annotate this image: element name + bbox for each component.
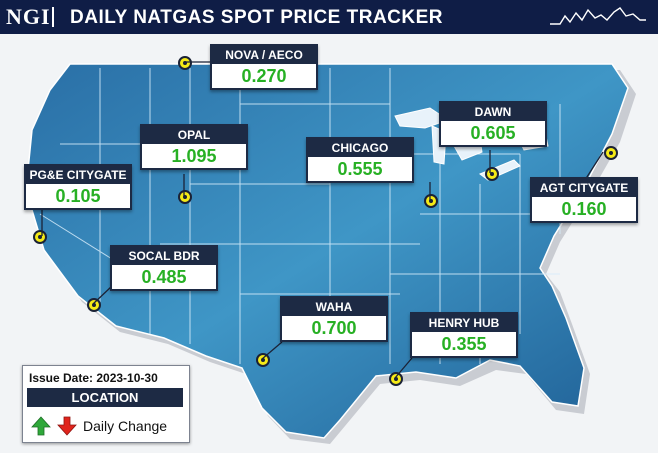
- green-up-arrow-icon: [31, 416, 51, 436]
- hub-name: WAHA: [282, 298, 386, 316]
- hub-price: 1.095: [171, 146, 217, 166]
- ngi-logo: NGI: [6, 4, 51, 29]
- hub-price: 0.555: [337, 159, 383, 179]
- price-sparkline-icon: [550, 7, 646, 25]
- hub-name: SOCAL BDR: [112, 247, 216, 265]
- hub-price: 0.270: [241, 66, 287, 86]
- page-title: DAILY NATGAS SPOT PRICE TRACKER: [70, 7, 444, 28]
- legend-box: Issue Date: 2023-10-30 LOCATION Daily Ch…: [22, 365, 190, 443]
- legend-location-label: LOCATION: [27, 388, 183, 407]
- hub-price: 0.160: [561, 199, 607, 219]
- hub-marker-henry-hub[interactable]: [389, 372, 403, 386]
- hub-callout-chicago[interactable]: CHICAGO 0.555: [306, 137, 414, 183]
- red-down-arrow-icon: [57, 416, 77, 436]
- header-bar: NGI DAILY NATGAS SPOT PRICE TRACKER: [0, 0, 658, 34]
- hub-callout-henry-hub[interactable]: HENRY HUB 0.355: [410, 312, 518, 358]
- hub-callout-waha[interactable]: WAHA 0.700: [280, 296, 388, 342]
- hub-marker-socal-bdr[interactable]: [87, 298, 101, 312]
- hub-name: PG&E CITYGATE: [26, 166, 130, 184]
- hub-name: HENRY HUB: [412, 314, 516, 332]
- hub-marker-opal[interactable]: [178, 190, 192, 204]
- hub-callout-nova-aeco[interactable]: NOVA / AECO 0.270: [210, 44, 318, 90]
- hub-price: 0.355: [441, 334, 487, 354]
- issue-date: Issue Date: 2023-10-30: [29, 371, 158, 385]
- hub-marker-pge-citygate[interactable]: [33, 230, 47, 244]
- hub-callout-dawn[interactable]: DAWN 0.605: [439, 101, 547, 147]
- hub-price: 0.605: [470, 123, 516, 143]
- hub-callout-agt-citygate[interactable]: AGT CITYGATE 0.160: [530, 177, 638, 223]
- hub-name: OPAL: [142, 126, 246, 144]
- hub-name: AGT CITYGATE: [532, 179, 636, 197]
- hub-callout-socal-bdr[interactable]: SOCAL BDR 0.485: [110, 245, 218, 291]
- hub-marker-nova-aeco[interactable]: [178, 56, 192, 70]
- hub-name: DAWN: [441, 103, 545, 121]
- hub-price: 0.105: [55, 186, 101, 206]
- hub-name: CHICAGO: [308, 139, 412, 157]
- hub-price: 0.485: [141, 267, 187, 287]
- daily-change-label: Daily Change: [83, 418, 168, 434]
- hub-callout-pge-citygate[interactable]: PG&E CITYGATE 0.105: [24, 164, 132, 210]
- header-divider: [52, 7, 54, 27]
- hub-marker-chicago[interactable]: [424, 194, 438, 208]
- hub-marker-dawn[interactable]: [485, 167, 499, 181]
- hub-name: NOVA / AECO: [212, 46, 316, 64]
- hub-callout-opal[interactable]: OPAL 1.095: [140, 124, 248, 170]
- hub-marker-agt-citygate[interactable]: [604, 146, 618, 160]
- hub-marker-waha[interactable]: [256, 353, 270, 367]
- hub-price: 0.700: [311, 318, 357, 338]
